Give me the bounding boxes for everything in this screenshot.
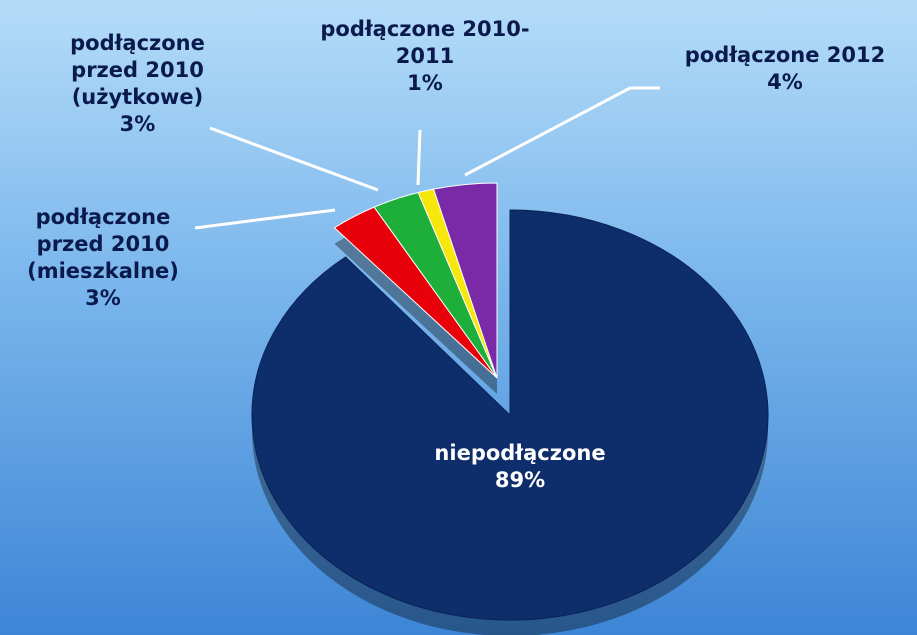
leader-line	[209, 126, 379, 192]
slice-label: podłączone przed 2010 (użytkowe) 3%	[70, 31, 205, 136]
leader-line	[464, 86, 660, 177]
slice-label: niepodłączone 89%	[434, 441, 606, 492]
slice-label: podłączone 2010-2011 1%	[320, 17, 530, 95]
leader-line	[416, 129, 422, 186]
pie-slice	[251, 209, 769, 621]
leader-line	[194, 208, 336, 230]
slice-label: podłączone 2012 4%	[684, 43, 886, 94]
pie-slice	[432, 182, 498, 379]
slice-label: podłączone przed 2010 (mieszkalne) 3%	[27, 205, 179, 310]
